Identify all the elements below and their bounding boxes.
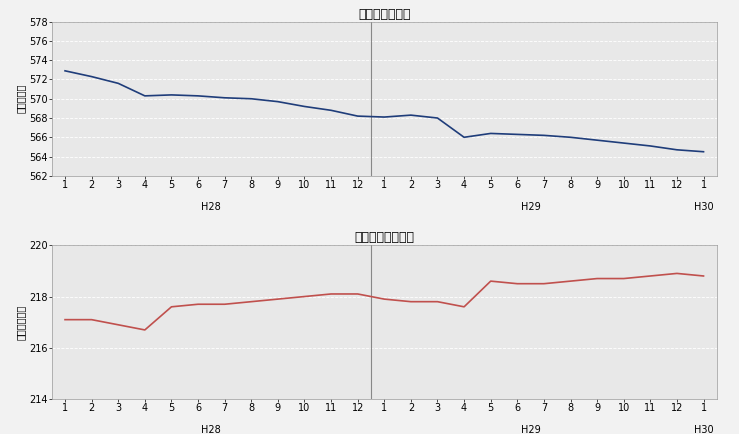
- Title: 推計人口の推移: 推計人口の推移: [358, 7, 411, 20]
- Y-axis label: （人千人）: （人千人）: [16, 84, 26, 113]
- Y-axis label: （世帯千戸）: （世帯千戸）: [16, 305, 26, 340]
- Title: 推計世帯数の推移: 推計世帯数の推移: [354, 231, 415, 244]
- Text: H29: H29: [521, 202, 540, 212]
- Text: H30: H30: [694, 425, 713, 434]
- Text: H30: H30: [694, 202, 713, 212]
- Text: H29: H29: [521, 425, 540, 434]
- Text: H28: H28: [202, 202, 221, 212]
- Text: H28: H28: [202, 425, 221, 434]
